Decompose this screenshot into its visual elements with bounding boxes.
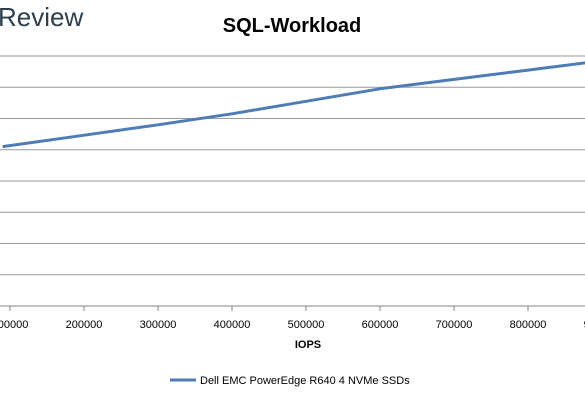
x-tick-label: 500000 — [288, 319, 325, 331]
x-tick-label: 100000 — [0, 319, 28, 331]
x-tick-label: 600000 — [362, 319, 399, 331]
x-tick-label: 800000 — [510, 319, 547, 331]
legend: Dell EMC PowerEdge R640 4 NVMe SSDs — [170, 375, 410, 387]
x-tick-label: 200000 — [66, 319, 103, 331]
x-tick-label: 300000 — [140, 319, 177, 331]
x-axis-label: IOPS — [295, 339, 321, 351]
x-axis-ticks: 100000 200000 300000 400000 500000 600000 7000… — [0, 306, 585, 331]
series-lines — [2, 61, 585, 149]
site-logo: Review — [0, 2, 83, 32]
x-tick-label: 900000 — [584, 319, 585, 331]
series-line — [2, 61, 585, 149]
legend-label: Dell EMC PowerEdge R640 4 NVMe SSDs — [200, 375, 410, 387]
x-tick-label: 400000 — [214, 319, 251, 331]
chart-title: SQL-Workload — [223, 15, 362, 37]
x-tick-label: 700000 — [436, 319, 473, 331]
gridlines — [0, 55, 585, 307]
